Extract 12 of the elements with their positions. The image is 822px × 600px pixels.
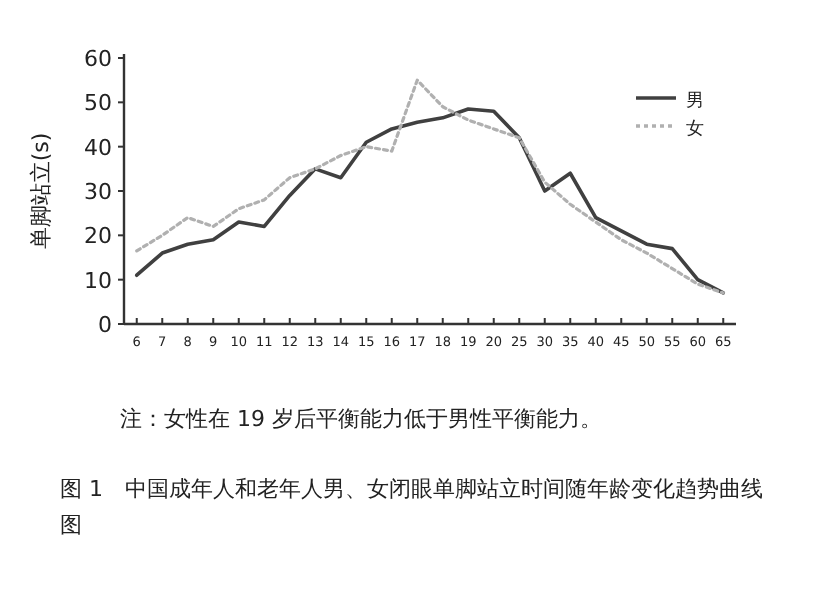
- y-axis-title: 单脚站立(s): [28, 132, 54, 250]
- text: 注：女性在 19 岁后平衡能力低于男性平衡能力。: [120, 404, 604, 434]
- y-tick-label: 10: [84, 267, 112, 294]
- legend-label: 男: [686, 90, 704, 112]
- y-tick-label: 20: [84, 223, 112, 250]
- y-tick-label: 30: [84, 179, 112, 205]
- y-tick-label: 50: [84, 90, 112, 117]
- y-tick-label: 40: [84, 134, 112, 161]
- y-tick-label: 60: [84, 46, 112, 72]
- y-tick-label: 0: [98, 312, 112, 338]
- legend-label: 女: [686, 118, 704, 140]
- caption: 图 1 中国成年人和老年人男、女闭眼单脚站立时间随年龄变化趋势曲线图: [60, 474, 765, 542]
